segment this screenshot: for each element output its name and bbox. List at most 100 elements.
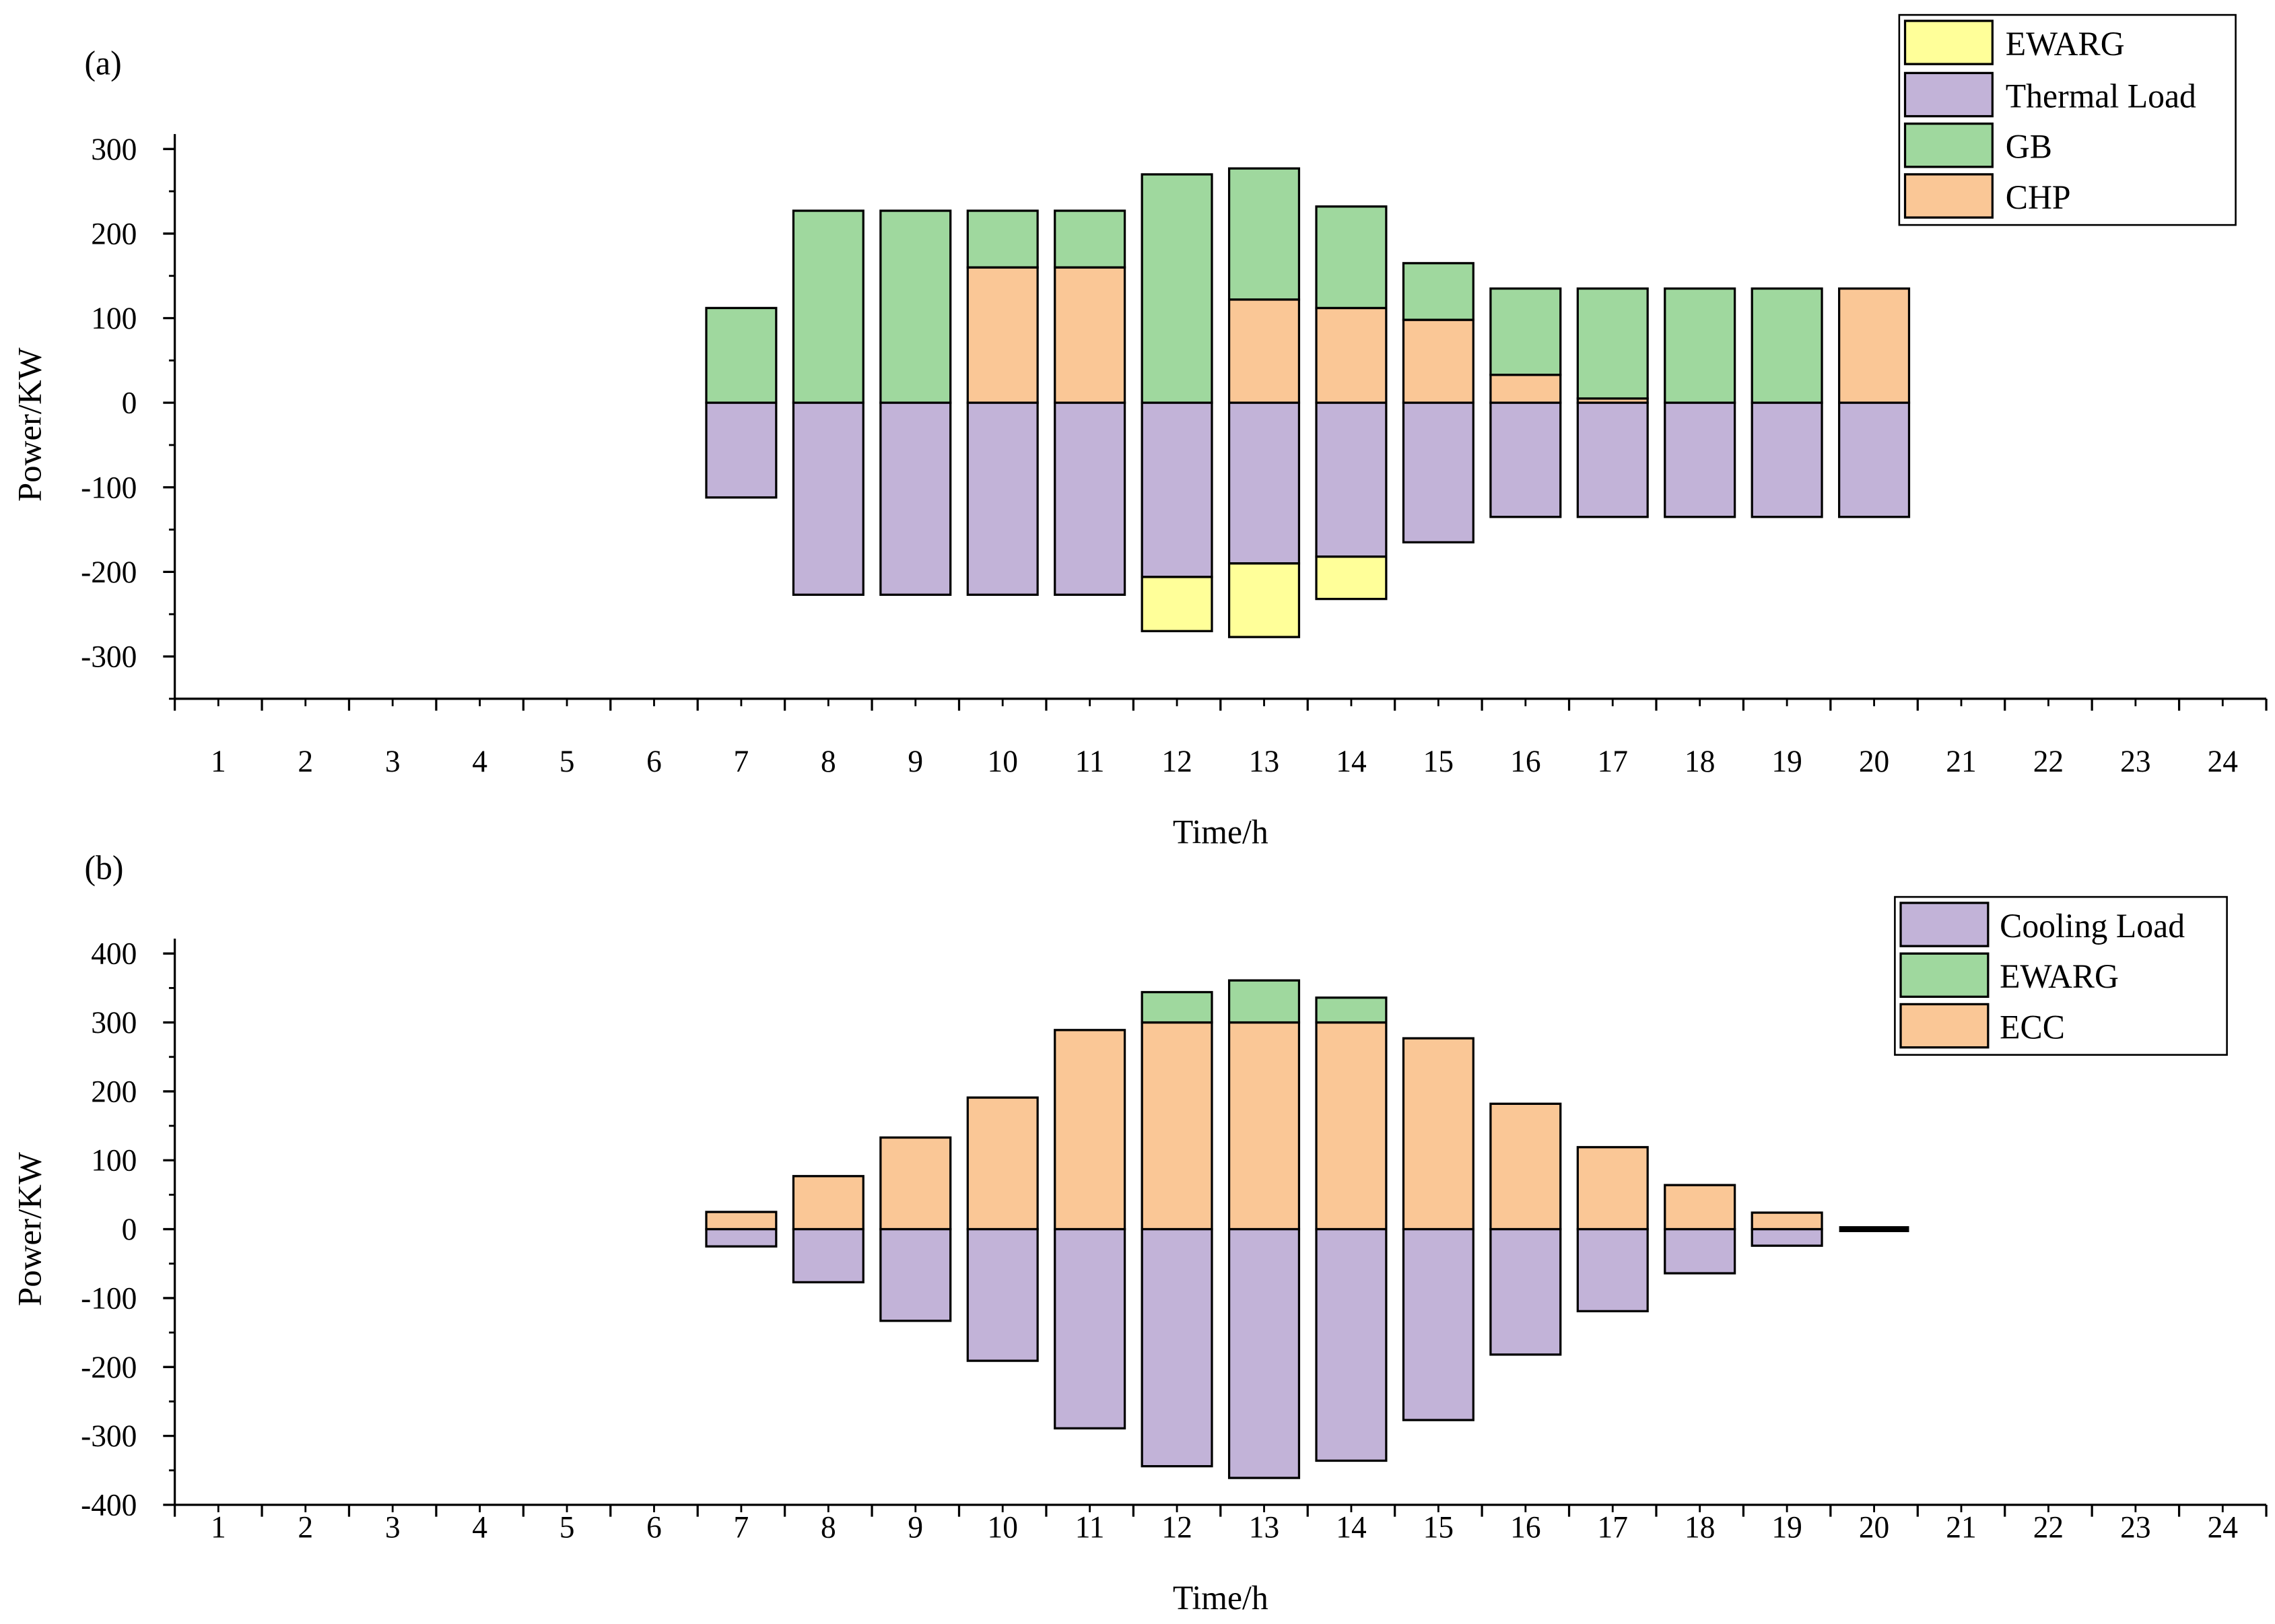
x-tick-label: 20 (1859, 744, 1889, 779)
legend-swatch-ecc (1899, 1003, 1990, 1049)
y-tick-label: 100 (91, 301, 137, 336)
y-tick-label: -200 (81, 554, 137, 589)
x-tick-label: 5 (559, 1510, 575, 1545)
legend-swatch-chp (1903, 173, 1994, 219)
x-tick-label: 15 (1423, 1510, 1454, 1545)
bar-thermal-load-h9 (879, 401, 952, 596)
bar-cooling-load-h18 (1664, 1227, 1736, 1275)
x-tick-label: 18 (1685, 744, 1715, 779)
bar-layer (705, 979, 1909, 1479)
bar-ecc-h9 (879, 1136, 952, 1231)
bar-gb-h13 (1227, 167, 1301, 301)
x-tick-label: 11 (1075, 744, 1105, 779)
bar-gb-h19 (1751, 287, 1823, 404)
x-tick-label: 19 (1771, 744, 1802, 779)
panel-label: (b) (84, 848, 123, 887)
bar-thermal-load-h20 (1838, 401, 1911, 518)
x-tick-label: 12 (1161, 1510, 1192, 1545)
legend-label-cooling-load: Cooling Load (2000, 906, 2185, 945)
bar-gb-h9 (879, 209, 952, 404)
x-tick-label: 19 (1771, 1510, 1802, 1545)
bar-gb-h16 (1489, 287, 1562, 376)
y-tick-label: 0 (122, 385, 137, 420)
bar-gb-h15 (1402, 262, 1474, 321)
bar-chp-h16 (1489, 374, 1562, 404)
bar-layer (705, 167, 1911, 638)
x-tick-label: 2 (298, 1510, 313, 1545)
bar-ecc-h12 (1141, 1021, 1213, 1231)
bar-gb-h10 (966, 209, 1039, 269)
x-tick-label: 24 (2208, 744, 2238, 779)
bar-ecc-h17 (1576, 1146, 1649, 1231)
bar-chp-h10 (966, 266, 1039, 404)
x-tick-label: 8 (821, 744, 836, 779)
x-tick-label: 7 (734, 744, 749, 779)
y-tick-label: 200 (91, 216, 137, 251)
x-tick-label: 23 (2120, 744, 2150, 779)
y-tick-label: 300 (91, 131, 137, 166)
bar-chp-h20 (1838, 287, 1911, 404)
x-tick-label: 22 (2033, 744, 2064, 779)
bar-ewarg-h13 (1227, 979, 1301, 1024)
bar-ecc-h7 (705, 1211, 778, 1231)
bar-ecc-h8 (792, 1175, 864, 1231)
x-tick-label: 24 (2208, 1510, 2238, 1545)
x-tick-label: 3 (385, 744, 401, 779)
y-tick-label: -300 (81, 1419, 137, 1454)
bar-gb-h14 (1315, 205, 1388, 310)
y-tick-label: 100 (91, 1143, 137, 1178)
x-tick-label: 12 (1161, 744, 1192, 779)
bar-cooling-load-h13 (1227, 1227, 1301, 1479)
x-tick-label: 3 (385, 1510, 401, 1545)
x-tick-label: 21 (1946, 1510, 1976, 1545)
legend-label-ewarg: EWARG (2000, 957, 2119, 996)
bar-cooling-load-h15 (1402, 1227, 1474, 1421)
bar-ewarg-h14 (1315, 555, 1388, 601)
bar-thermal-load-h11 (1054, 401, 1126, 596)
y-tick-label: -100 (81, 1281, 137, 1316)
bar-gb-h12 (1141, 173, 1213, 404)
bar-ecc-h18 (1664, 1184, 1736, 1231)
bar-ecc-h15 (1402, 1037, 1474, 1231)
x-tick-label: 4 (472, 744, 487, 779)
bar-gb-h17 (1576, 287, 1649, 400)
legend-label-chp: CHP (2006, 178, 2071, 216)
x-tick-label: 9 (908, 1510, 923, 1545)
bar-cooling-load-h8 (792, 1227, 864, 1284)
y-axis-title: Power/KW (11, 347, 48, 502)
x-tick-label: 13 (1249, 1510, 1279, 1545)
bar-thermal-load-h18 (1664, 401, 1736, 518)
bar-thermal-load-h14 (1315, 401, 1388, 558)
x-tick-label: 14 (1336, 1510, 1366, 1545)
panel-label: (a) (84, 44, 121, 82)
bar-gb-h8 (792, 209, 864, 404)
x-tick-label: 16 (1510, 1510, 1540, 1545)
x-tick-label: 16 (1510, 744, 1540, 779)
bar-cooling-load-h16 (1489, 1227, 1562, 1356)
x-tick-label: 9 (908, 744, 923, 779)
bar-chp-h14 (1315, 306, 1388, 404)
y-tick-label: 300 (91, 1005, 137, 1040)
y-tick-label: -100 (81, 470, 137, 505)
x-tick-label: 6 (646, 1510, 662, 1545)
x-tick-label: 10 (988, 1510, 1018, 1545)
x-tick-label: 4 (472, 1510, 487, 1545)
bar-ecc-h19 (1751, 1211, 1823, 1231)
y-tick-label: -400 (81, 1487, 137, 1522)
x-tick-label: 14 (1336, 744, 1366, 779)
bar-ecc-h13 (1227, 1021, 1301, 1231)
x-tick-label: 7 (734, 1510, 749, 1545)
y-tick-label: 200 (91, 1074, 137, 1109)
x-tick-label: 1 (211, 1510, 226, 1545)
bar-cooling-load-h10 (966, 1227, 1039, 1362)
bar-cooling-load-h11 (1054, 1227, 1126, 1430)
bar-chp-h15 (1402, 318, 1474, 404)
bar-ecc-h16 (1489, 1102, 1562, 1231)
bar-gb-h11 (1054, 209, 1126, 269)
x-tick-label: 11 (1075, 1510, 1105, 1545)
bar-chp-h13 (1227, 298, 1301, 404)
